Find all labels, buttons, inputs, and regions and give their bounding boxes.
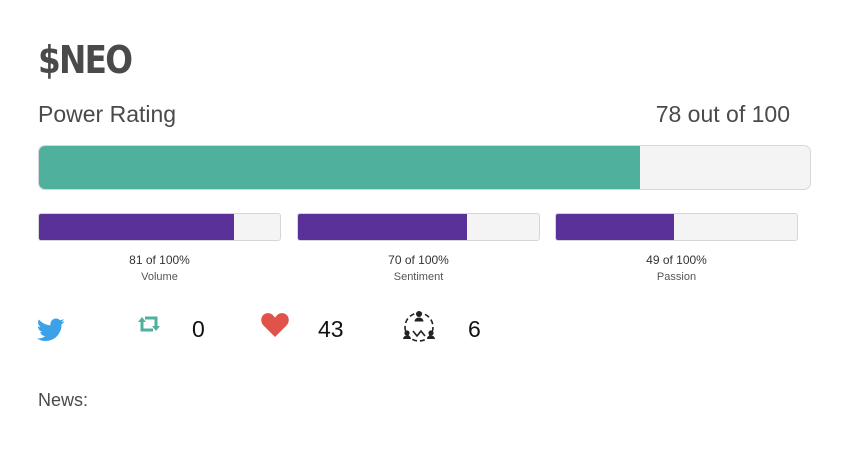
metric-bar-fill xyxy=(556,214,675,240)
power-rating-bar-fill xyxy=(39,146,641,189)
power-rating-row: Power Rating 78 out of 100 xyxy=(38,100,790,128)
twitter-icon[interactable] xyxy=(36,317,65,348)
metric-value: 81 of 100% xyxy=(129,253,190,267)
retweet-icon[interactable] xyxy=(137,314,161,339)
people-network-icon[interactable] xyxy=(401,309,437,350)
metric-value: 70 of 100% xyxy=(388,253,449,267)
like-count: 43 xyxy=(318,316,344,342)
metric-value: 49 of 100% xyxy=(646,253,707,267)
ticker-title: $NEO xyxy=(38,38,133,82)
metric-bar-fill xyxy=(39,214,235,240)
power-rating-bar xyxy=(38,145,811,190)
metric-bar xyxy=(38,213,281,241)
metric-bar xyxy=(297,213,540,241)
metric-bar xyxy=(555,213,798,241)
power-rating-label: Power Rating xyxy=(38,100,177,127)
metric-bar-fill xyxy=(298,214,467,240)
power-rating-score: 78 out of 100 xyxy=(655,100,790,127)
metric-label: Passion xyxy=(656,271,697,283)
heart-icon[interactable] xyxy=(261,313,289,342)
metric-volume: 81 of 100% Volume xyxy=(38,213,281,283)
retweet-count: 0 xyxy=(192,316,205,342)
metric-sentiment: 70 of 100% Sentiment xyxy=(297,213,540,283)
metric-label: Volume xyxy=(141,271,178,283)
metric-passion: 49 of 100% Passion xyxy=(555,213,798,283)
metric-label: Sentiment xyxy=(393,271,444,283)
news-heading: News: xyxy=(38,390,89,410)
people-count: 6 xyxy=(468,316,481,342)
